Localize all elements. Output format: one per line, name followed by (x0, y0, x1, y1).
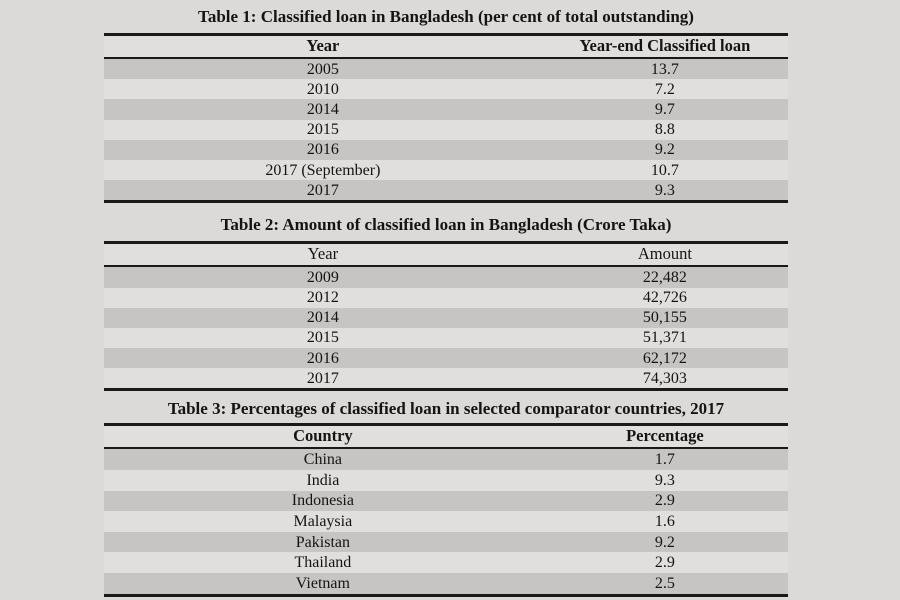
table-cell: India (306, 471, 340, 489)
table-header-row: Year Year-end Classified loan (104, 33, 788, 59)
table-cell: 50,155 (642, 309, 687, 327)
table-row: 2009 22,482 (104, 267, 788, 288)
table-cell: 9.2 (654, 533, 675, 551)
tables-section: Table 1: Classified loan in Bangladesh (… (104, 0, 788, 597)
table-cell: 1.7 (654, 451, 675, 469)
table-row: India 9.3 (104, 470, 788, 491)
table-cell: 2017 (306, 369, 339, 387)
column-header: Country (293, 426, 353, 446)
table-header-row: Country Percentage (104, 423, 788, 450)
table-title: Table 2: Amount of classified loan in Ba… (220, 215, 672, 235)
table-row: 2017 74,303 (104, 368, 788, 389)
table-cell: Malaysia (293, 513, 353, 531)
table-row: 2012 42,726 (104, 287, 788, 308)
table-row: Malaysia 1.6 (104, 511, 788, 532)
table-cell: 10.7 (650, 161, 679, 179)
table-title: Table 1: Classified loan in Bangladesh (… (198, 7, 694, 26)
table-row: 2016 9.2 (104, 139, 788, 160)
table-cell: 9.2 (654, 141, 675, 159)
table-row: Thailand 2.9 (104, 552, 788, 573)
table-cell: 2009 (306, 268, 339, 286)
table-cell: 2015 (306, 121, 339, 139)
table-body: China 1.7 India 9.3 Indonesia 2.9 Malays… (104, 449, 788, 597)
table-row: Vietnam 2.5 (104, 573, 788, 594)
table-cell: 9.3 (654, 471, 675, 489)
table-cell: 2016 (306, 141, 339, 159)
table-cell: 1.6 (654, 513, 675, 531)
table-header-row: Year Amount (104, 241, 788, 268)
table-row: 2015 8.8 (104, 119, 788, 140)
table-cell: 9.7 (654, 100, 675, 118)
table-row: Indonesia 2.9 (104, 490, 788, 512)
table-cell: Pakistan (295, 533, 350, 551)
table-cell: 51,371 (642, 329, 687, 347)
table-cell: 2017 (306, 181, 339, 199)
table-cell: 9.3 (654, 181, 675, 199)
table-row: 2015 51,371 (104, 327, 788, 349)
table-cell: China (303, 451, 342, 469)
table-row: 2014 9.7 (104, 99, 788, 120)
table-cell: 8.8 (654, 121, 675, 139)
table-cell: Thailand (294, 554, 352, 572)
table-cell: 2.9 (654, 492, 675, 510)
table-cell: 2015 (306, 329, 339, 347)
table-cell: 22,482 (642, 268, 687, 286)
table-row: 2017 (September) 10.7 (104, 159, 788, 181)
table: Table 2: Amount of classified loan in Ba… (104, 203, 788, 392)
column-header: Year (306, 36, 340, 55)
table-row: 2016 62,172 (104, 348, 788, 369)
table-cell: 7.2 (654, 80, 675, 98)
table-cell: 2014 (306, 309, 339, 327)
table-row: 2005 13.7 (104, 59, 788, 80)
table-cell: 2012 (306, 289, 339, 307)
table-cell: 2010 (306, 80, 339, 98)
table-title: Table 3: Percentages of classified loan … (167, 399, 725, 419)
table-cell: Indonesia (291, 492, 354, 510)
table-row: Pakistan 9.2 (104, 531, 788, 553)
table-row: 2014 50,155 (104, 307, 788, 328)
table-cell: 62,172 (642, 349, 687, 367)
table-cell: 2.9 (654, 554, 675, 572)
table-body: 2005 13.7 2010 7.2 2014 9.7 2015 8.8 201… (104, 59, 788, 204)
table: Table 1: Classified loan in Bangladesh (… (104, 0, 788, 204)
table-cell: Vietnam (295, 574, 350, 592)
table-row: 2010 7.2 (104, 79, 788, 100)
table-cell: 13.7 (650, 60, 679, 78)
table-body: 2009 22,482 2012 42,726 2014 50,155 2015… (104, 267, 788, 392)
table-cell: 42,726 (642, 289, 687, 307)
table-cell: 2017 (September) (265, 161, 381, 179)
table-row: China 1.7 (104, 449, 788, 471)
table-cell: 2.5 (654, 574, 675, 592)
table-row: 2017 9.3 (104, 180, 788, 201)
table-cell: 74,303 (642, 369, 687, 387)
column-header: Year (307, 244, 339, 264)
column-header: Year-end Classified loan (579, 36, 751, 55)
table-cell: 2005 (306, 60, 339, 78)
table-cell: 2014 (306, 100, 339, 118)
table-cell: 2016 (306, 349, 339, 367)
column-header: Percentage (626, 426, 704, 446)
table: Table 3: Percentages of classified loan … (104, 391, 788, 597)
column-header: Amount (637, 244, 692, 264)
